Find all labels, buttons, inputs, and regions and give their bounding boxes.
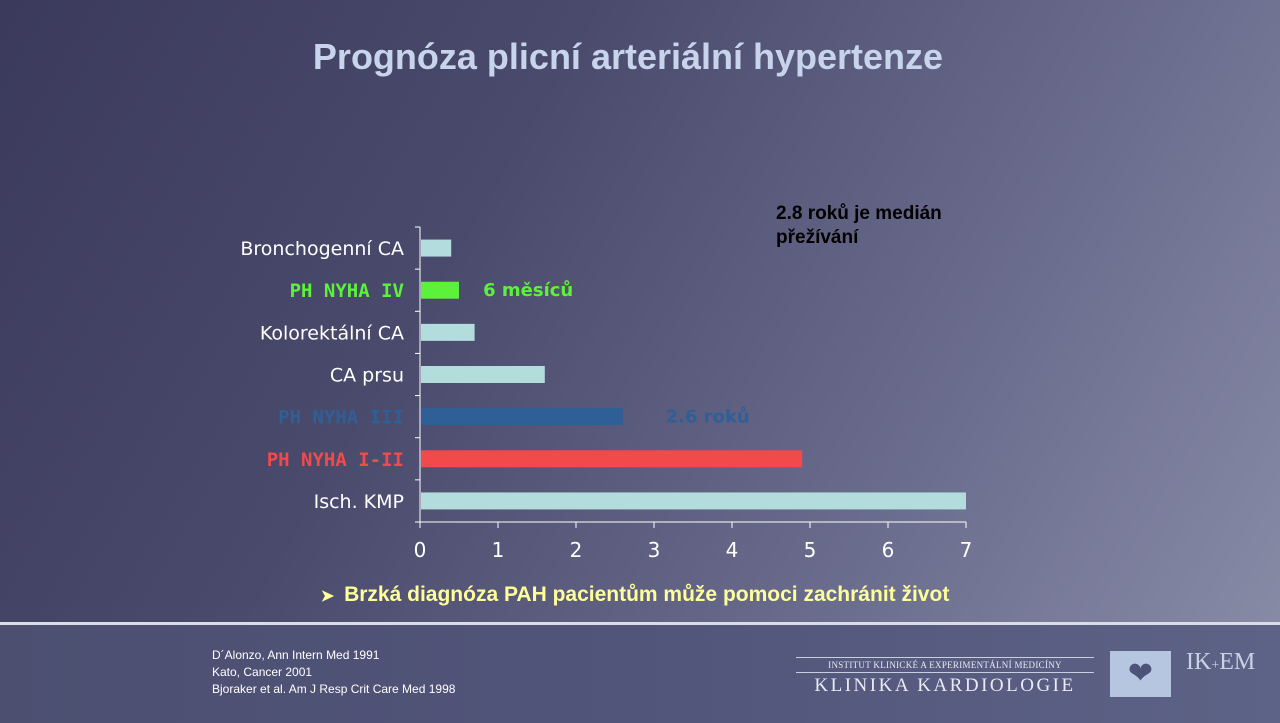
x-tick-label: 5 bbox=[804, 538, 817, 562]
bar bbox=[421, 323, 475, 341]
data-annotation: 2.6 roků bbox=[666, 406, 750, 428]
median-survival-note: 2.8 roků je medián přežívání bbox=[776, 203, 942, 248]
x-tick-label: 0 bbox=[414, 538, 427, 562]
category-label: Isch. KMP bbox=[314, 491, 404, 513]
category-label: PH NYHA I-II bbox=[267, 449, 404, 471]
x-tick-label: 2 bbox=[570, 538, 583, 562]
bar bbox=[421, 239, 452, 257]
reference-item: Kato, Cancer 2001 bbox=[212, 665, 313, 679]
reference-item: Bjoraker et al. Am J Resp Crit Care Med … bbox=[212, 682, 456, 696]
bar bbox=[421, 366, 545, 383]
clinic-name: KLINIKA KARDIOLOGIE bbox=[814, 675, 1076, 696]
footer-bar: D´Alonzo, Ann Intern Med 1991 Kato, Canc… bbox=[0, 622, 1280, 723]
category-label: Bronchogenní CA bbox=[240, 238, 404, 260]
ikem-logo: IK+EM bbox=[1186, 649, 1256, 675]
bar bbox=[421, 450, 803, 468]
slide-title: Prognóza plicní arteriální hypertenze bbox=[312, 36, 944, 77]
references: D´Alonzo, Ann Intern Med 1991 Kato, Canc… bbox=[212, 647, 455, 698]
heart-logo: ❤ bbox=[1110, 651, 1171, 697]
key-message: ➤ Brzká diagnóza PAH pacientům může pomoc… bbox=[0, 583, 1270, 607]
institute-logo-text: INSTITUT KLINICKÉ A EXPERIMENTÁLNÍ MEDIC… bbox=[796, 657, 1094, 697]
survival-bar-chart: Bronchogenní CA PH NYHA IV Kolorektální CA… bbox=[240, 238, 973, 562]
x-tick-label: 7 bbox=[960, 538, 973, 562]
category-label: CA prsu bbox=[330, 365, 404, 387]
category-label: Kolorektální CA bbox=[260, 322, 404, 344]
bar bbox=[421, 492, 966, 510]
arrow-right-icon: ➤ bbox=[320, 588, 335, 605]
bar bbox=[421, 281, 459, 299]
x-tick-label: 3 bbox=[648, 538, 661, 562]
key-message-text: Brzká diagnóza PAH pacientům může pomoci… bbox=[344, 583, 950, 606]
category-label: PH NYHA III bbox=[278, 407, 404, 429]
heart-icon: ❤ bbox=[1127, 656, 1154, 691]
category-label: PH NYHA IV bbox=[290, 280, 404, 302]
institute-name: INSTITUT KLINICKÉ A EXPERIMENTÁLNÍ MEDIC… bbox=[796, 657, 1094, 673]
reference-item: D´Alonzo, Ann Intern Med 1991 bbox=[212, 648, 380, 662]
x-tick-label: 1 bbox=[492, 538, 505, 562]
bar bbox=[421, 408, 623, 426]
data-annotation: 6 měsíců bbox=[483, 279, 573, 301]
x-tick-label: 6 bbox=[882, 538, 895, 562]
x-tick-label: 4 bbox=[726, 538, 739, 562]
